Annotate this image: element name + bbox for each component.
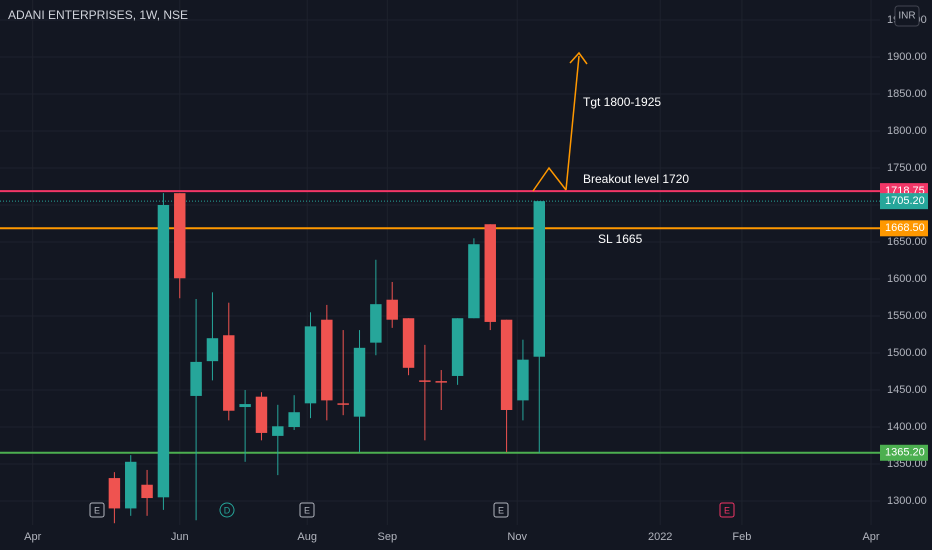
event-badge: [89, 502, 105, 518]
price-label: 1365.20: [885, 447, 925, 459]
candle-body: [321, 319, 333, 401]
event-label: E: [94, 505, 100, 515]
candle-body: [174, 193, 186, 279]
price-label: 1705.20: [885, 195, 925, 207]
candle-body: [206, 338, 219, 362]
y-tick-label: 1650.00: [887, 236, 927, 248]
y-tick-label: 1450.00: [887, 384, 927, 396]
candle-body: [157, 204, 170, 498]
candle-body: [386, 299, 398, 320]
target-arrow: [565, 55, 580, 191]
event-badge: [219, 502, 235, 518]
price-label-box: [880, 193, 928, 210]
candle-body: [288, 412, 300, 428]
candle-body: [255, 396, 268, 433]
projection-path: [532, 166, 567, 192]
candle-body: [468, 244, 480, 319]
event-badge: [719, 502, 735, 518]
grid: [0, 0, 880, 525]
candle-body: [370, 304, 382, 343]
price-lines: [0, 190, 880, 454]
candle-body: [304, 326, 317, 404]
event-label: E: [304, 505, 310, 515]
x-tick-label: Jun: [171, 531, 189, 543]
x-tick-label: Nov: [507, 531, 527, 543]
x-tick-label: Feb: [732, 531, 751, 543]
x-tick-label: Aug: [297, 531, 317, 543]
y-tick-label: 1900.00: [887, 51, 927, 63]
candle-body: [337, 403, 349, 405]
candle-body: [223, 335, 235, 411]
annotation: SL 1665: [598, 232, 643, 246]
candles: [108, 193, 545, 524]
event-label: E: [498, 505, 504, 515]
y-tick-label: 1800.00: [887, 125, 927, 137]
x-tick-label: Apr: [862, 531, 879, 543]
candle-body: [190, 361, 202, 396]
y-tick-label: 1750.00: [887, 162, 927, 174]
candle-body: [533, 201, 545, 357]
candle-body: [451, 318, 464, 376]
y-tick-label: 1500.00: [887, 347, 927, 359]
y-tick-label: 1300.00: [887, 495, 927, 507]
y-tick-label: 1350.00: [887, 458, 927, 470]
candle-body: [419, 380, 431, 382]
event-label: E: [724, 505, 730, 515]
currency-badge: [894, 5, 920, 27]
event-label: D: [224, 505, 231, 515]
candle-body: [141, 484, 153, 499]
event-badge: [493, 502, 509, 518]
candle-body: [272, 426, 284, 436]
price-label-box: [880, 444, 928, 461]
candle-body: [125, 461, 137, 509]
candle-body: [435, 381, 447, 383]
arrow-head: [569, 51, 588, 65]
y-tick-label: 1400.00: [887, 421, 927, 433]
event-badge: [299, 502, 315, 518]
candle-body: [500, 319, 513, 410]
x-tick-label: Sep: [378, 531, 398, 543]
x-tick-label: Apr: [24, 531, 41, 543]
currency: INR: [898, 11, 915, 22]
candle-body: [108, 478, 121, 509]
x-tick-label: 2022: [648, 531, 672, 543]
y-tick-label: 1550.00: [887, 310, 927, 322]
annotation: Tgt 1800-1925: [583, 95, 661, 109]
candle-body: [353, 347, 366, 417]
annotation: Breakout level 1720: [583, 172, 689, 186]
candle-body: [484, 224, 496, 322]
chart-title: ADANI ENTERPRISES, 1W, NSE: [8, 8, 188, 22]
price-label: 1668.50: [885, 222, 925, 234]
candle-body: [402, 318, 415, 368]
candle-body: [239, 404, 251, 408]
y-tick-label: 1600.00: [887, 273, 927, 285]
candle-body: [517, 359, 529, 401]
price-label-box: [880, 220, 928, 237]
y-tick-label: 1850.00: [887, 88, 927, 100]
